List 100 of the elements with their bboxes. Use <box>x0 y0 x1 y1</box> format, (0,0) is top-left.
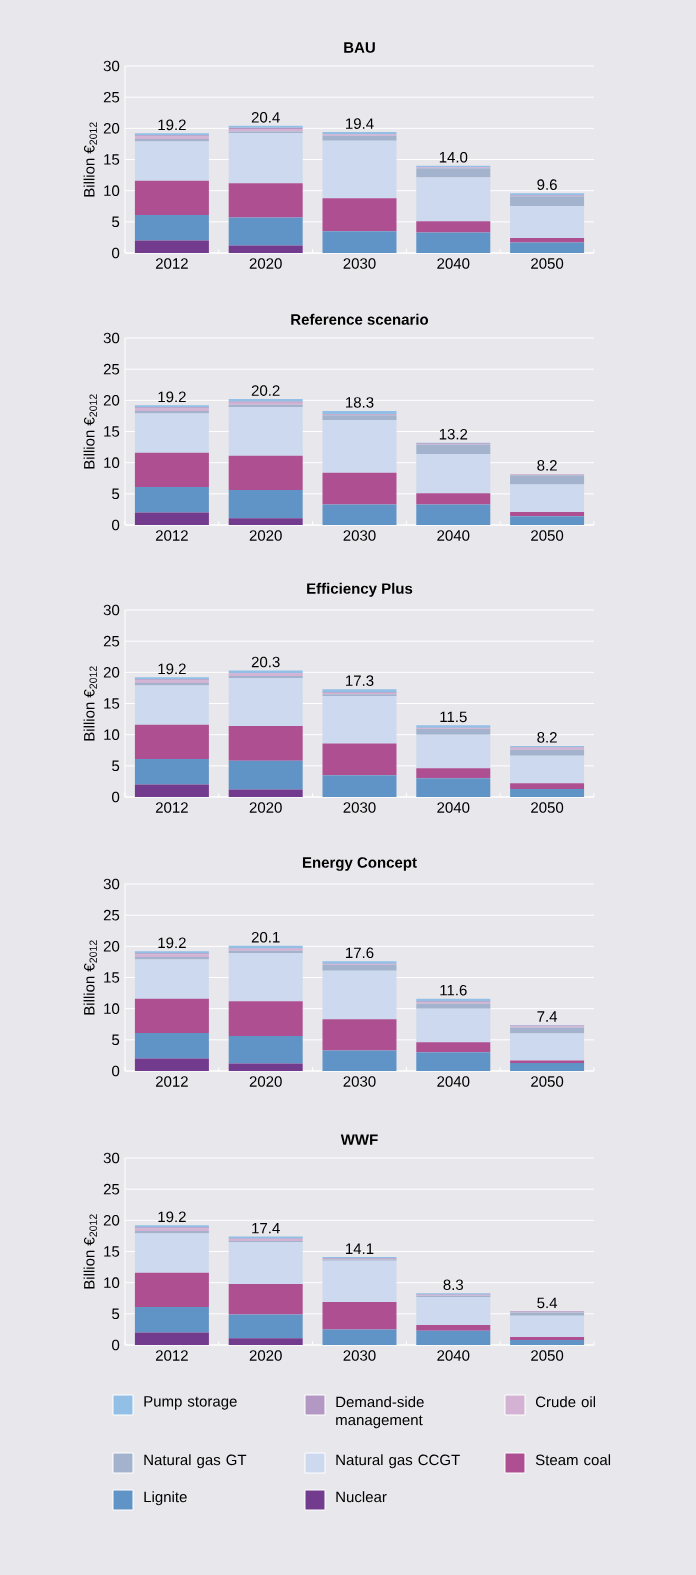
x-tick-label: 2030 <box>343 1350 376 1361</box>
y-tick-label: 25 <box>103 91 120 103</box>
x-tick-label: 2050 <box>531 530 564 541</box>
y-tick-label: 0 <box>112 247 120 259</box>
y-tick-label: 30 <box>103 1152 120 1164</box>
y-axis-title: Billion €$_{2012}$ <box>83 122 97 197</box>
legend-label: Crude oil <box>535 1396 596 1408</box>
total-label: 8.2 <box>537 460 557 471</box>
legend-label: Pump storage <box>144 1396 237 1410</box>
y-tick-label: 15 <box>104 972 120 983</box>
total-label: 20.1 <box>251 931 280 943</box>
x-tick-label: 2050 <box>531 1076 564 1087</box>
total-label: 11.5 <box>440 711 467 723</box>
x-tick-label: 2012 <box>155 1350 188 1361</box>
total-label: 13.2 <box>439 428 468 440</box>
total-label: 19.2 <box>158 119 186 131</box>
total-label: 8.2 <box>537 732 557 743</box>
x-tick-label: 2012 <box>155 1076 188 1087</box>
x-tick-label: 2040 <box>437 1350 470 1361</box>
y-tick-label: 30 <box>103 604 120 616</box>
y-tick-label: 5 <box>112 1308 120 1320</box>
x-tick-label: 2012 <box>155 530 188 541</box>
x-tick-label: 2040 <box>437 802 470 813</box>
legend-label: Natural gas CCGT <box>336 1454 460 1469</box>
y-tick-label: 5 <box>112 1034 120 1046</box>
y-tick-label: 20 <box>103 1215 120 1226</box>
y-tick-label: 30 <box>103 332 120 344</box>
x-tick-label: 2030 <box>343 802 376 813</box>
y-tick-label: 20 <box>103 123 120 134</box>
x-tick-label: 2030 <box>343 1076 376 1087</box>
y-tick-label: 0 <box>112 1065 120 1077</box>
x-tick-label: 2050 <box>531 802 564 813</box>
total-label: 14.0 <box>439 151 468 163</box>
chart-title: Reference scenario <box>291 313 429 325</box>
x-tick-label: 2020 <box>249 258 282 269</box>
total-label: 17.4 <box>252 1223 280 1234</box>
y-tick-label: 0 <box>112 519 120 531</box>
y-tick-label: 10 <box>104 457 120 468</box>
y-tick-label: 25 <box>103 363 120 375</box>
total-label: 17.6 <box>346 947 374 959</box>
y-tick-label: 5 <box>112 760 120 772</box>
x-tick-label: 2020 <box>249 530 282 541</box>
x-tick-label: 2030 <box>343 530 376 541</box>
legend-label: Steam coal <box>535 1454 611 1466</box>
y-tick-label: 10 <box>104 729 120 740</box>
x-tick-label: 2040 <box>437 258 470 269</box>
total-label: 8.3 <box>443 1279 464 1291</box>
total-label: 17.3 <box>346 675 374 686</box>
y-tick-label: 20 <box>103 941 120 952</box>
x-tick-label: 2050 <box>531 1350 564 1361</box>
y-axis-title: Billion €$_{2012}$ <box>83 940 97 1015</box>
x-tick-label: 2012 <box>155 258 188 269</box>
legend-label: Natural gas GT <box>144 1454 247 1469</box>
x-tick-label: 2012 <box>155 802 188 813</box>
y-tick-label: 15 <box>104 426 120 437</box>
legend-label: Demand-side management <box>336 1396 424 1429</box>
y-axis-title: Billion €$_{2012}$ <box>83 666 97 741</box>
total-label: 20.3 <box>251 656 280 668</box>
x-tick-label: 2020 <box>249 1350 282 1361</box>
total-label: 18.3 <box>346 397 374 408</box>
chart-title: WWF <box>340 1134 378 1145</box>
y-tick-label: 0 <box>112 791 120 803</box>
y-tick-label: 25 <box>103 909 120 921</box>
y-tick-label: 10 <box>104 1003 120 1014</box>
y-tick-label: 10 <box>104 1277 120 1288</box>
y-tick-label: 0 <box>112 1339 120 1351</box>
y-tick-label: 25 <box>103 635 120 647</box>
x-tick-label: 2050 <box>531 258 564 269</box>
total-label: 19.2 <box>158 937 186 949</box>
y-tick-label: 30 <box>103 878 120 890</box>
total-label: 9.6 <box>537 179 557 190</box>
total-label: 19.2 <box>158 391 186 403</box>
chart-title: Efficiency Plus <box>307 582 413 597</box>
y-tick-label: 10 <box>104 185 120 196</box>
y-tick-label: 20 <box>103 395 120 406</box>
y-tick-label: 15 <box>104 698 120 709</box>
total-label: 7.4 <box>537 1011 558 1022</box>
total-label: 19.2 <box>158 663 186 675</box>
x-tick-label: 2040 <box>437 1076 470 1087</box>
legend-label: Lignite <box>144 1491 187 1506</box>
y-axis-title: Billion €$_{2012}$ <box>83 394 97 469</box>
x-tick-label: 2040 <box>437 530 470 541</box>
total-label: 11.6 <box>440 984 467 996</box>
total-label: 19.4 <box>346 118 374 129</box>
total-label: 20.4 <box>251 112 280 123</box>
total-label: 19.2 <box>158 1211 186 1223</box>
y-tick-label: 5 <box>112 488 120 500</box>
y-tick-label: 30 <box>103 60 120 72</box>
x-tick-label: 2020 <box>249 1076 282 1087</box>
y-tick-label: 15 <box>104 1246 120 1257</box>
total-label: 14.1 <box>346 1243 374 1254</box>
y-tick-label: 20 <box>103 667 120 678</box>
legend-label: Nuclear <box>336 1491 387 1503</box>
total-label: 5.4 <box>537 1297 558 1309</box>
x-tick-label: 2020 <box>249 802 282 813</box>
y-tick-label: 25 <box>103 1183 120 1195</box>
y-tick-label: 15 <box>104 154 120 165</box>
chart-title: BAU <box>344 42 375 53</box>
x-tick-label: 2030 <box>343 258 376 269</box>
chart-title: Energy Concept <box>302 857 417 871</box>
